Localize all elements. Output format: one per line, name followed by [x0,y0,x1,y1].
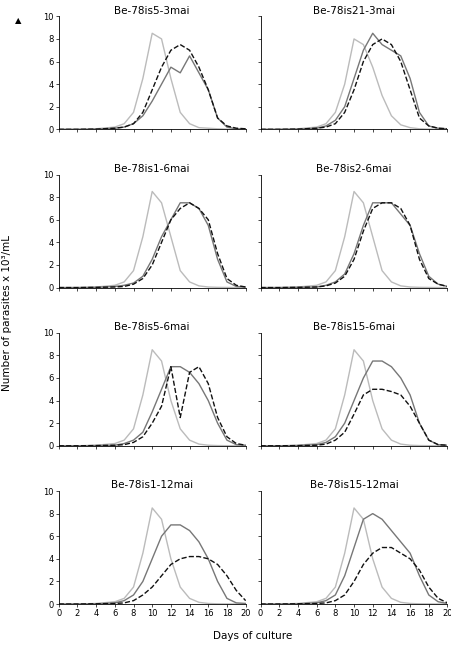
Text: Number of parasites x 10³/mL: Number of parasites x 10³/mL [2,236,12,391]
Text: Days of culture: Days of culture [213,631,292,641]
Title: Be-78is15-12mai: Be-78is15-12mai [309,480,397,490]
Title: Be-78is5-6mai: Be-78is5-6mai [114,322,189,332]
Title: Be-78is5-3mai: Be-78is5-3mai [114,5,189,16]
Text: ▲: ▲ [15,16,21,25]
Title: Be-78is2-6mai: Be-78is2-6mai [316,164,391,174]
Title: Be-78is1-12mai: Be-78is1-12mai [111,480,193,490]
Title: Be-78is21-3mai: Be-78is21-3mai [312,5,394,16]
Title: Be-78is15-6mai: Be-78is15-6mai [312,322,394,332]
Title: Be-78is1-6mai: Be-78is1-6mai [114,164,189,174]
